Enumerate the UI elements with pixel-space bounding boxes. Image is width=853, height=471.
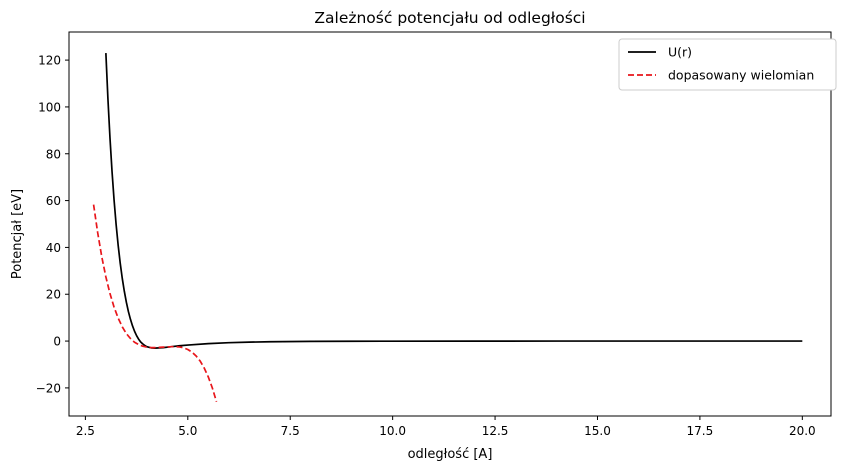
x-axis-label: odległość [A]	[408, 447, 493, 462]
y-axis-label: Potencjał [eV]	[10, 189, 25, 279]
x-tick-label: 15.0	[584, 424, 611, 438]
y-tick-label: 60	[46, 194, 61, 208]
plot-frame	[68, 31, 832, 417]
x-tick-label: 12.5	[482, 424, 509, 438]
plot-lines	[92, 53, 803, 402]
series-line-polynomial	[92, 204, 218, 402]
y-tick-label: 20	[46, 288, 61, 302]
y-tick-label: −20	[36, 381, 61, 395]
legend-box	[618, 38, 837, 91]
chart-title: Zależność potencjału od odległości	[314, 9, 585, 27]
legend: U(r) dopasowany wielomian	[618, 38, 837, 91]
x-tick-label: 20.0	[789, 424, 816, 438]
y-tick-label: 100	[38, 100, 61, 114]
y-tick-label: 40	[46, 241, 61, 255]
x-tick-label: 2.5	[76, 424, 95, 438]
series-line-u	[105, 53, 803, 349]
y-tick-label: 0	[53, 335, 61, 349]
x-tick-label: 5.0	[178, 424, 197, 438]
x-tick-label: 17.5	[687, 424, 714, 438]
x-tick-label: 7.5	[281, 424, 300, 438]
x-tick-label: 10.0	[379, 424, 406, 438]
y-tick-label: 120	[38, 54, 61, 68]
legend-label-poly: dopasowany wielomian	[668, 68, 814, 83]
y-tick-label: 80	[46, 147, 61, 161]
axes: 2.5 5.0 7.5 10.0 12.5 15.0 17.5 20.0 −20 0 20 40 60 8…	[36, 31, 832, 438]
legend-label-u: U(r)	[668, 45, 692, 60]
